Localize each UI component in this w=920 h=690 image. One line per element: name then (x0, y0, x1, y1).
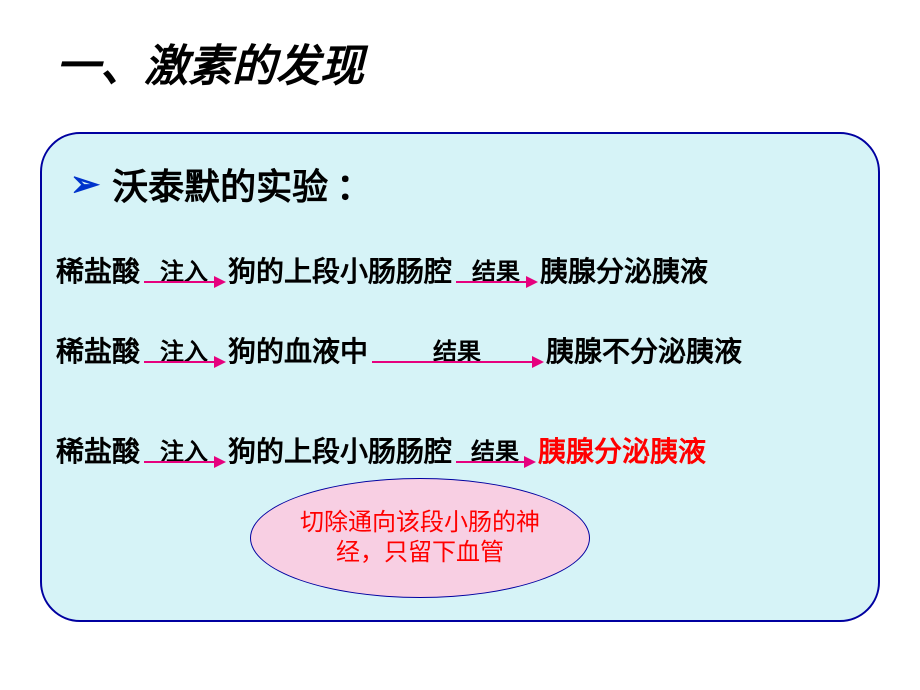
flow-row: 稀盐酸注入狗的上段小肠肠腔结果胰腺分泌胰液 (56, 250, 708, 290)
flow-arrow: 结果 (456, 437, 534, 463)
arrow-line-icon (372, 361, 542, 363)
flow-term: 胰腺不分泌胰液 (546, 330, 742, 370)
flow-term: 稀盐酸 (56, 250, 140, 290)
flow-term: 胰腺分泌胰液 (540, 250, 708, 290)
annotation-ellipse: 切除通向该段小肠的神经，只留下血管 (250, 478, 590, 598)
flow-term: 胰腺分泌胰液 (538, 430, 706, 470)
flow-term: 狗的上段小肠肠腔 (228, 430, 452, 470)
flow-arrow: 注入 (144, 437, 224, 463)
subtitle-text: 沃泰默的实验 (112, 158, 328, 210)
flow-term: 狗的上段小肠肠腔 (228, 250, 452, 290)
arrow-line-icon (456, 281, 536, 283)
subtitle-row: ➢ 沃泰默的实验 ： (70, 158, 372, 210)
subtitle-colon: ： (336, 158, 372, 210)
flow-term: 狗的血液中 (228, 330, 368, 370)
bullet-arrow-icon: ➢ (70, 163, 100, 205)
arrow-line-icon (456, 461, 534, 463)
annotation-text: 切除通向该段小肠的神经，只留下血管 (288, 508, 552, 568)
flow-term: 稀盐酸 (56, 330, 140, 370)
flow-arrow: 结果 (372, 337, 542, 363)
page-title: 一、激素的发现 (56, 30, 364, 94)
flow-row: 稀盐酸注入 狗的上段小肠肠腔结果胰腺分泌胰液 (56, 430, 706, 470)
arrow-line-icon (144, 461, 224, 463)
flow-term: 稀盐酸 (56, 430, 140, 470)
flow-row: 稀盐酸注入 狗的血液中结果胰腺不分泌胰液 (56, 330, 742, 370)
flow-arrow: 注入 (144, 337, 224, 363)
flow-arrow: 结果 (456, 257, 536, 283)
arrow-line-icon (144, 281, 224, 283)
arrow-line-icon (144, 361, 224, 363)
flow-arrow: 注入 (144, 257, 224, 283)
